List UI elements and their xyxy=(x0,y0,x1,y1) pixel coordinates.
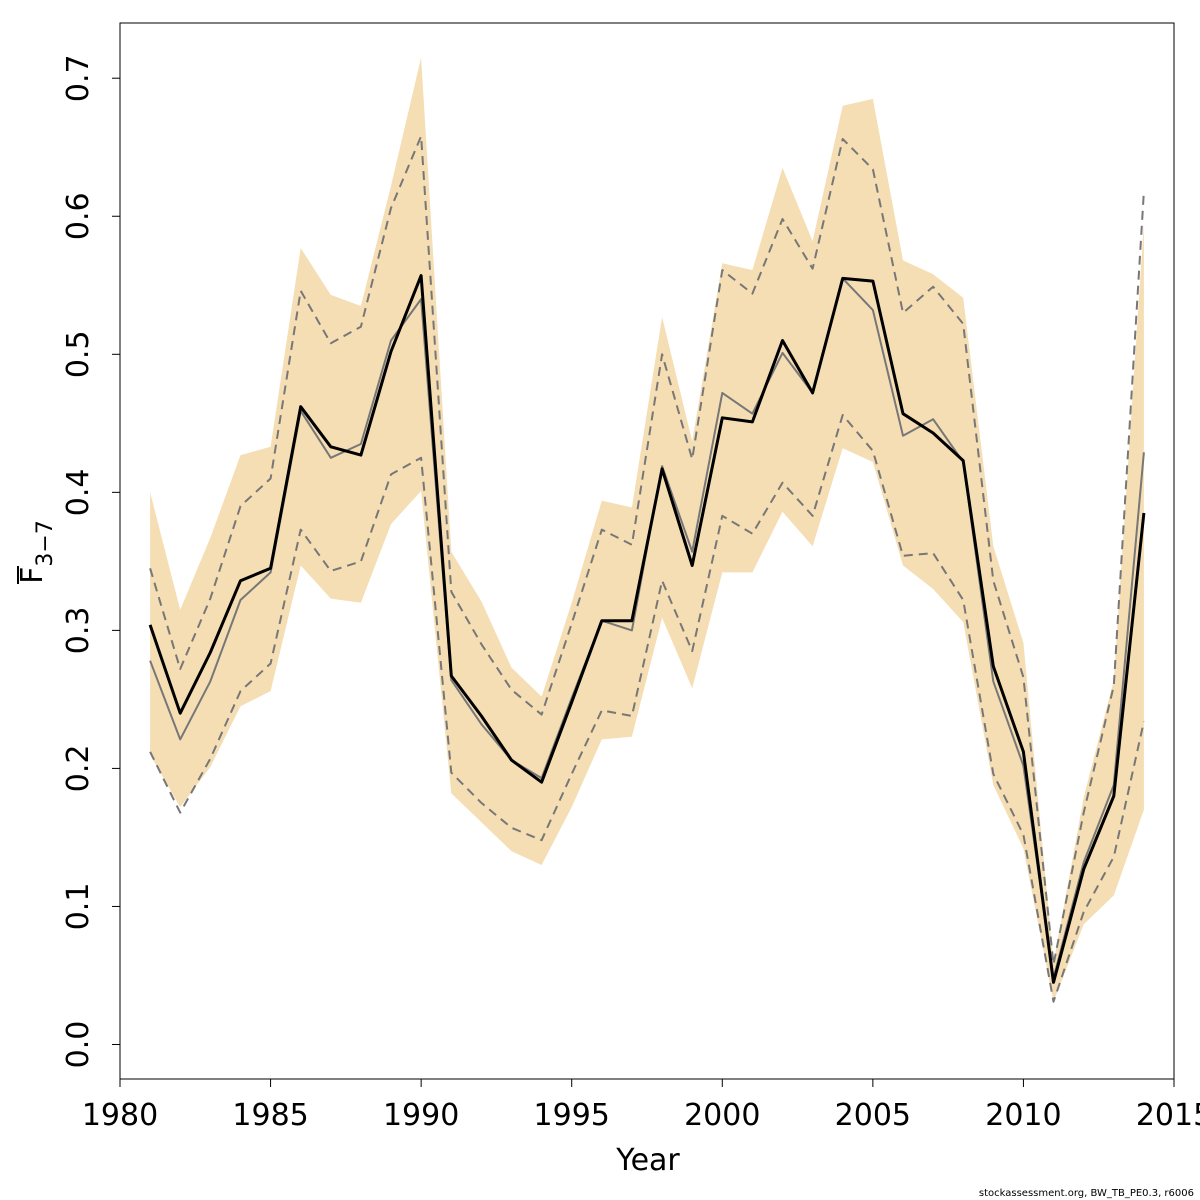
x-tick-label-2005: 2005 xyxy=(835,1098,911,1133)
confidence-band xyxy=(150,57,1144,1002)
y-tick-label-0.1: 0.1 xyxy=(61,883,96,931)
y-tick-label-0.7: 0.7 xyxy=(61,54,96,102)
y-axis-title-base: F xyxy=(15,567,50,584)
footnote: stockassessment.org, BW_TB_PE0.3, r6006 xyxy=(979,1188,1194,1199)
dashed-lines-layer xyxy=(149,135,1145,1003)
series-line-estimate xyxy=(148,274,1146,984)
x-tick-label-2000: 2000 xyxy=(684,1098,760,1133)
y-tick-label-0.5: 0.5 xyxy=(61,330,96,378)
x-tick-label-1990: 1990 xyxy=(383,1098,459,1133)
x-axis: 1980 1985 1990 1995 2000 2005 2010 2015 xyxy=(82,1078,1200,1133)
y-axis: 0.0 0.1 0.2 0.3 0.4 0.5 0.6 0.7 xyxy=(61,54,121,1069)
main-line-layer xyxy=(148,274,1146,984)
series-line-lower-dashed xyxy=(149,414,1145,1003)
y-tick-label-0.0: 0.0 xyxy=(61,1021,96,1069)
y-axis-title: F3−7 xyxy=(15,520,58,584)
svg-text:F3−7: F3−7 xyxy=(15,520,58,584)
band-layer xyxy=(150,57,1144,1002)
y-tick-label-0.3: 0.3 xyxy=(61,607,96,655)
x-tick-label-1995: 1995 xyxy=(534,1098,610,1133)
y-tick-label-0.2: 0.2 xyxy=(61,745,96,793)
x-tick-label-1980: 1980 xyxy=(82,1098,158,1133)
y-axis-title-subscript: 3−7 xyxy=(33,520,58,566)
x-tick-label-2015: 2015 xyxy=(1136,1098,1200,1133)
x-tick-label-1985: 1985 xyxy=(232,1098,308,1133)
x-axis-title: Year xyxy=(615,1143,680,1178)
series-line-upper-dashed xyxy=(149,135,1145,966)
y-tick-label-0.6: 0.6 xyxy=(61,192,96,240)
x-tick-label-2010: 2010 xyxy=(985,1098,1061,1133)
y-tick-label-0.4: 0.4 xyxy=(61,468,96,516)
